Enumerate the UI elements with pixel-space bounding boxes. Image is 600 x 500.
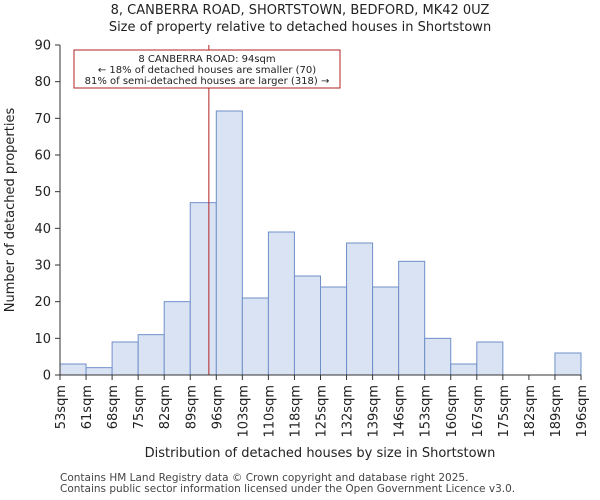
x-tick-label: 153sqm	[419, 385, 434, 438]
property-marker: 8 CANBERRA ROAD: 94sqm← 18% of detached …	[73, 45, 341, 375]
x-tick-label: 132sqm	[341, 385, 356, 438]
y-tick-label: 40	[34, 222, 51, 237]
y-tick-label: 60	[34, 149, 51, 164]
x-tick-label: 61sqm	[80, 385, 95, 429]
histogram-bar	[267, 231, 295, 376]
y-tick-label: 80	[34, 75, 51, 90]
y-tick-label: 20	[34, 295, 51, 310]
footer-licence: Contains public sector information licen…	[60, 483, 516, 495]
chart-title: Size of property relative to detached ho…	[108, 20, 492, 35]
y-tick-label: 50	[34, 185, 51, 200]
histogram-bar	[476, 341, 504, 376]
histogram-bar	[398, 260, 426, 376]
histogram-bar	[137, 334, 165, 376]
y-tick-label: 90	[34, 39, 51, 54]
histogram-bar	[163, 301, 191, 376]
x-tick-label: 110sqm	[262, 385, 277, 438]
annotation-text: ← 18% of detached houses are smaller (70…	[98, 65, 316, 76]
y-axis-label: Number of detached properties	[3, 108, 18, 313]
x-tick-label: 175sqm	[497, 385, 512, 438]
y-tick-label: 10	[34, 332, 51, 347]
x-axis-ticks: 53sqm 61sqm 68sqm 75sqm 82sqm 89sqm 96sqm 103sq…	[54, 375, 590, 438]
annotation-text: 81% of semi-detached houses are larger (…	[85, 76, 330, 87]
histogram-bar	[450, 363, 478, 376]
histogram-bar	[372, 286, 400, 376]
x-tick-label: 182sqm	[523, 385, 538, 438]
x-tick-label: 103sqm	[236, 385, 251, 438]
annotation-text: 8 CANBERRA ROAD: 94sqm	[138, 54, 275, 65]
x-tick-label: 53sqm	[54, 385, 69, 429]
histogram-bar	[241, 297, 269, 376]
x-tick-label: 196sqm	[575, 385, 590, 438]
histogram-bar	[424, 337, 452, 376]
x-tick-label: 189sqm	[549, 385, 564, 438]
x-tick-label: 160sqm	[445, 385, 460, 438]
y-axis-ticks: 0 10 20 30 40 50 60 70 80 90	[34, 39, 60, 384]
x-tick-label: 146sqm	[393, 385, 408, 438]
x-axis-label: Distribution of detached houses by size …	[145, 446, 496, 461]
annotation-box	[73, 49, 341, 89]
x-tick-label: 96sqm	[210, 385, 225, 429]
y-tick-label: 70	[34, 112, 51, 127]
chart-title-address: 8, CANBERRA ROAD, SHORTSTOWN, BEDFORD, M…	[110, 3, 490, 18]
x-tick-label: 75sqm	[132, 385, 147, 429]
x-tick-label: 125sqm	[315, 385, 330, 438]
x-tick-label: 139sqm	[367, 385, 382, 438]
histogram-bar	[59, 363, 87, 376]
footer-copyright: Contains HM Land Registry data © Crown c…	[60, 472, 469, 484]
x-tick-label: 118sqm	[288, 385, 303, 438]
histogram-bar	[215, 110, 243, 376]
x-tick-label: 89sqm	[184, 385, 199, 429]
y-tick-label: 0	[43, 369, 51, 384]
histogram-bar	[293, 275, 322, 376]
x-tick-label: 82sqm	[158, 385, 173, 429]
x-tick-label: 68sqm	[106, 385, 121, 429]
bars	[59, 110, 582, 376]
histogram-bar	[85, 367, 113, 376]
histogram-bar	[189, 202, 217, 376]
y-tick-label: 30	[34, 259, 51, 274]
x-tick-label: 167sqm	[471, 385, 486, 438]
histogram-bar	[346, 242, 374, 376]
histogram-bar	[320, 286, 348, 376]
histogram-bar	[111, 341, 139, 376]
histogram-bar	[554, 352, 582, 376]
